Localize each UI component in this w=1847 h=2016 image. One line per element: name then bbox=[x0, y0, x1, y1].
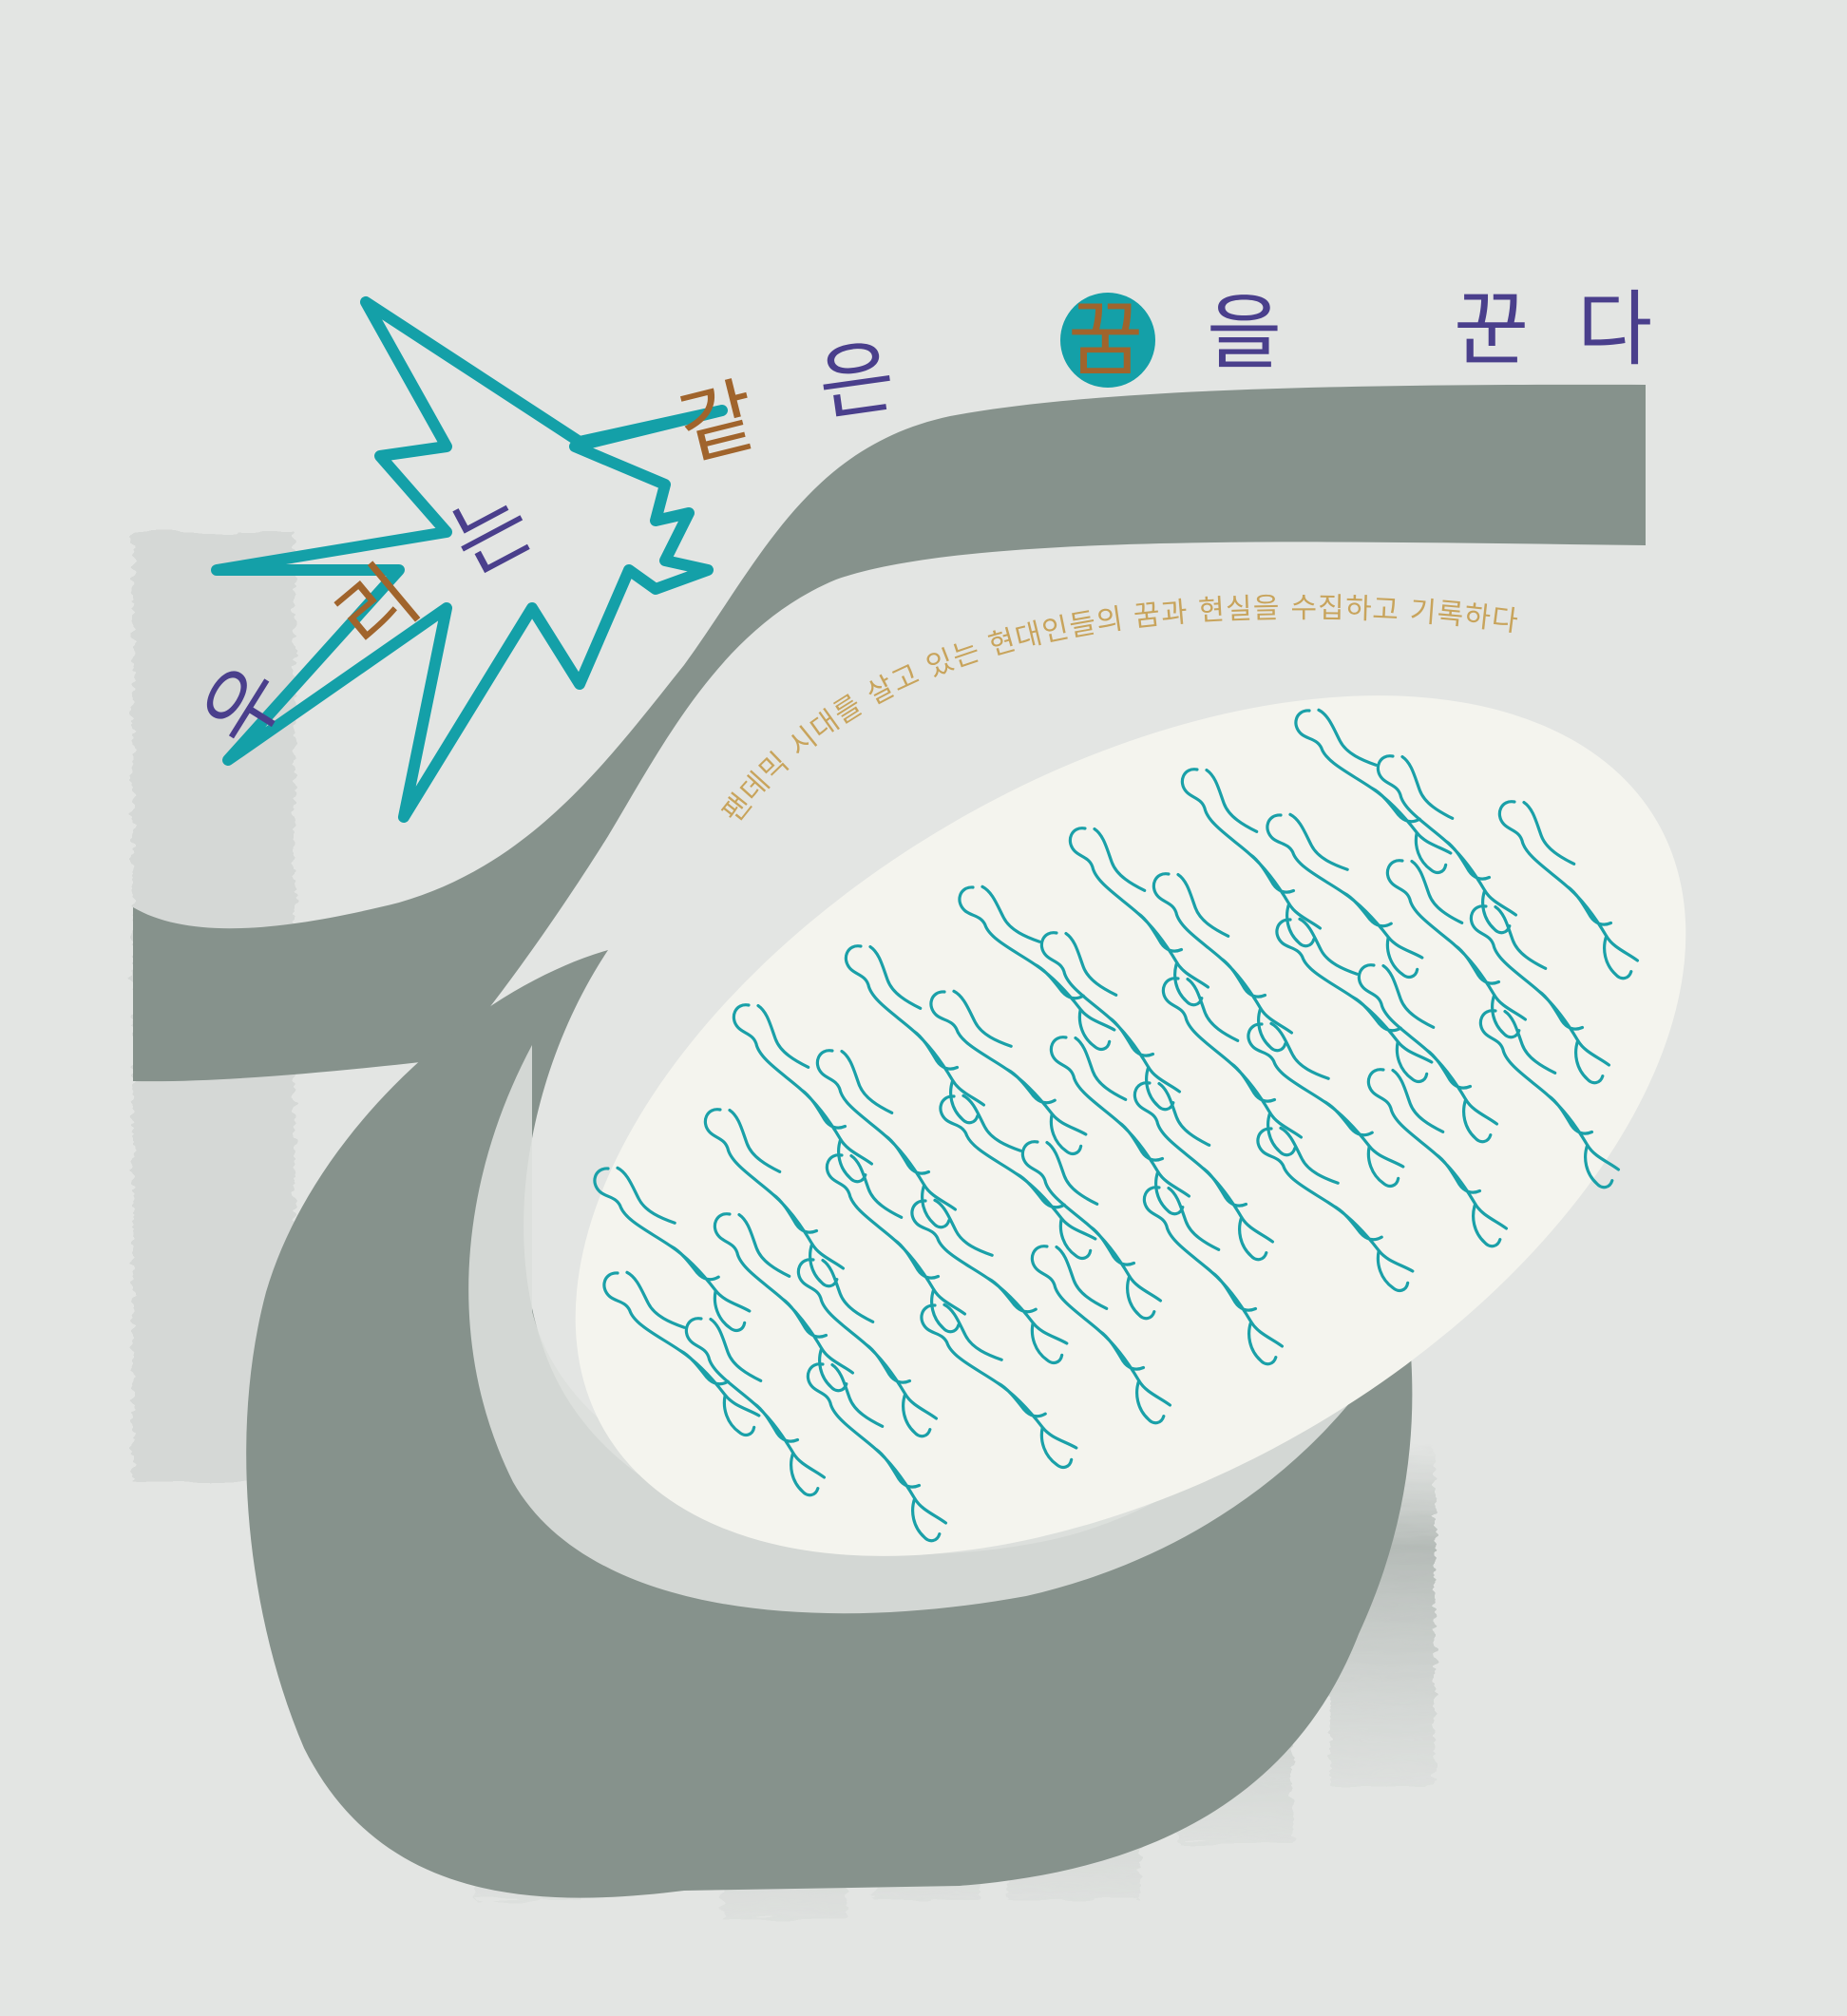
figure-outline bbox=[732, 1003, 874, 1184]
figure-outline bbox=[713, 1212, 855, 1393]
figure-outline bbox=[1039, 931, 1182, 1112]
title-char-5: 은 bbox=[812, 328, 901, 434]
figure-outline bbox=[806, 1362, 948, 1543]
figure-outline bbox=[1469, 904, 1611, 1085]
figure-outline bbox=[1275, 917, 1434, 1084]
figure-outline bbox=[1152, 872, 1294, 1053]
figure-outline bbox=[1161, 977, 1304, 1157]
grey-crescent bbox=[246, 950, 1413, 1898]
figure-outline bbox=[1049, 1036, 1191, 1216]
grey-band bbox=[133, 384, 1646, 1082]
figure-outline bbox=[703, 1108, 846, 1288]
figure-outline bbox=[1366, 1068, 1509, 1248]
figure-outline bbox=[920, 1303, 1078, 1470]
figure-outline bbox=[1266, 812, 1424, 979]
title-char-6: 꿈 bbox=[1068, 293, 1144, 388]
figure-outline bbox=[1256, 1126, 1415, 1293]
figure-outline bbox=[939, 1094, 1097, 1261]
figure-outline bbox=[593, 1166, 752, 1333]
star-burst-icon bbox=[211, 296, 728, 823]
title-char-7: 을 bbox=[1207, 286, 1283, 381]
figure-outline bbox=[1180, 768, 1323, 948]
figure-outline bbox=[1020, 1140, 1163, 1321]
figure-outline bbox=[1376, 754, 1518, 935]
figure-outline bbox=[1068, 827, 1210, 1007]
figure-outline bbox=[910, 1198, 1069, 1365]
figure-outline bbox=[1247, 1021, 1405, 1189]
figure-outline bbox=[825, 1153, 967, 1334]
figures-illustration bbox=[593, 708, 1640, 1543]
figure-outline bbox=[602, 1270, 761, 1437]
title-char-9: 다 bbox=[1577, 282, 1653, 377]
figure-outline bbox=[958, 884, 1116, 1052]
figure-outline bbox=[844, 944, 986, 1125]
figure-outline bbox=[815, 1049, 958, 1229]
figure-outline bbox=[1478, 1009, 1621, 1189]
figure-outline bbox=[1497, 800, 1640, 980]
figure-outline bbox=[1357, 963, 1499, 1144]
figure-outline bbox=[1142, 1186, 1285, 1366]
figure-outline bbox=[1030, 1245, 1172, 1425]
figure-outline bbox=[1133, 1081, 1275, 1262]
figure-outline bbox=[684, 1317, 827, 1497]
figure-outline bbox=[929, 989, 1088, 1156]
title-char-8: 꾼 bbox=[1454, 282, 1530, 377]
dream-oval bbox=[575, 695, 1686, 1556]
figure-outline bbox=[1294, 708, 1453, 875]
highlight-circle bbox=[1060, 293, 1155, 388]
figure-outline bbox=[1385, 859, 1528, 1039]
figure-outline bbox=[796, 1258, 939, 1438]
